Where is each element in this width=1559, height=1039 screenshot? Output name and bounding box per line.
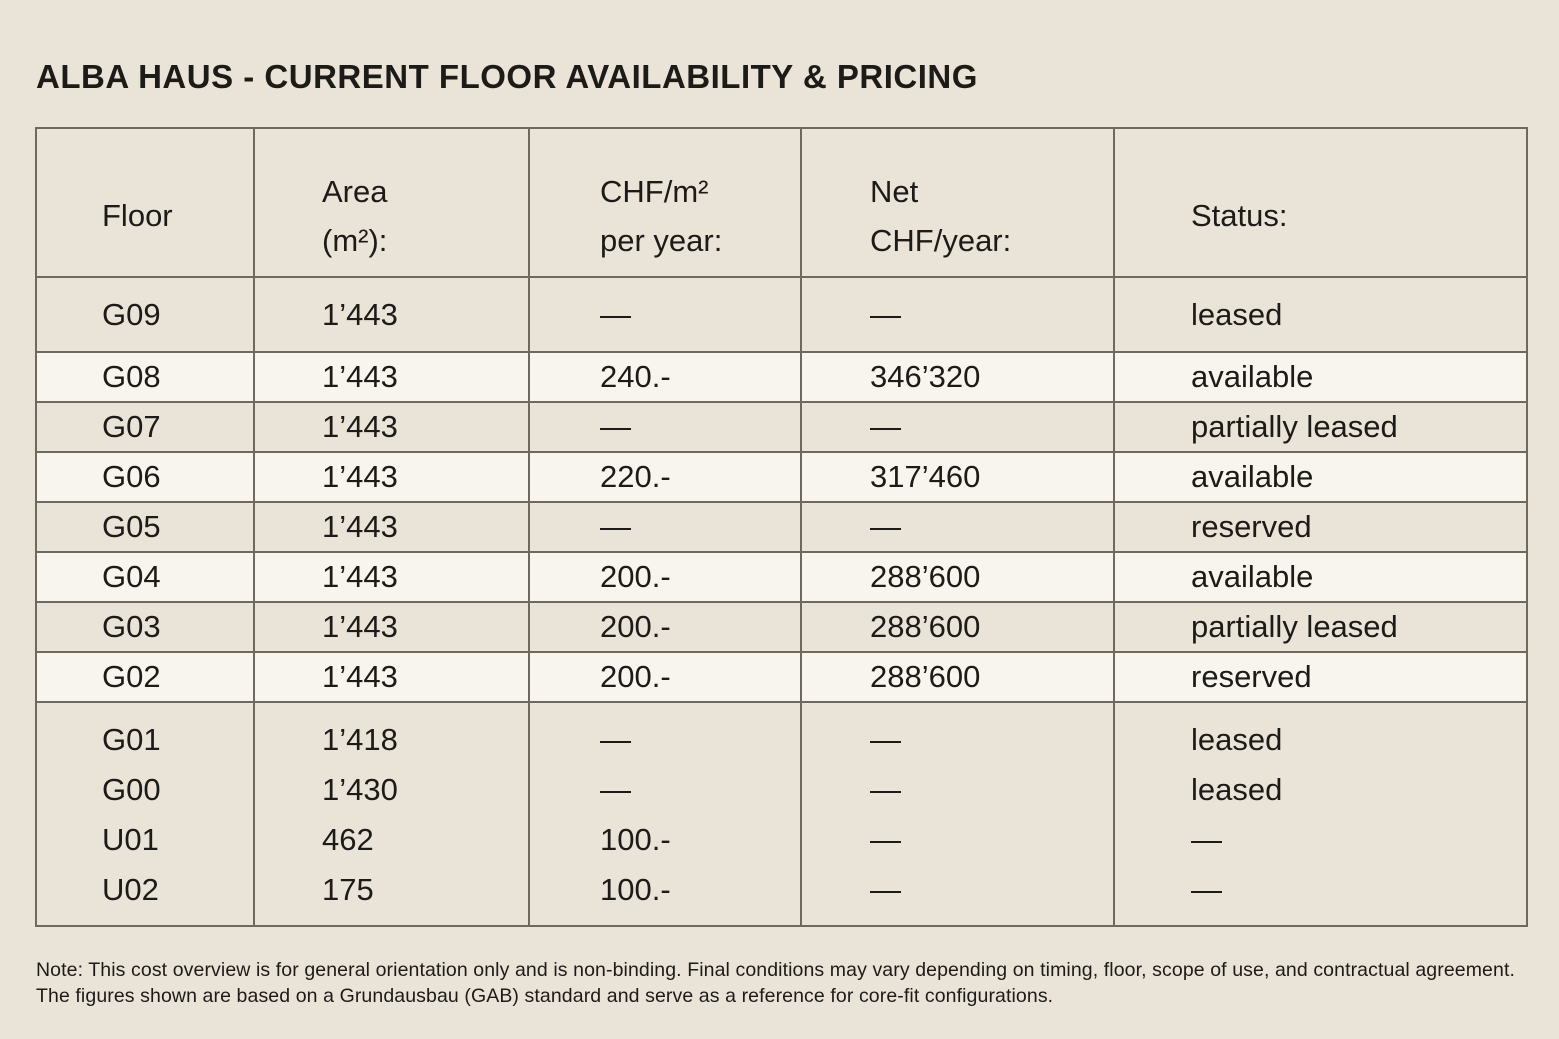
cell-chf: 240.- bbox=[528, 351, 802, 403]
cell-net: — bbox=[870, 722, 901, 757]
cell-area: 1’443 bbox=[253, 276, 530, 353]
cell-area: 175 bbox=[322, 872, 374, 907]
cell-floor: U02 bbox=[102, 872, 159, 907]
cell-chf: 200.- bbox=[528, 601, 802, 653]
cell-net: — bbox=[870, 772, 901, 807]
header-cell-area: Area (m²): bbox=[253, 127, 530, 278]
cell-area: 1’443 bbox=[253, 401, 530, 453]
page-title: ALBA HAUS - CURRENT FLOOR AVAILABILITY &… bbox=[36, 58, 978, 95]
cell-chf: — bbox=[528, 501, 802, 553]
cell-floor: G02 bbox=[35, 651, 255, 703]
table-row: G08 1’443 240.- 346’320 available bbox=[35, 351, 1528, 403]
cell-area: 462 bbox=[322, 822, 374, 857]
cell-floor: U01 bbox=[102, 822, 159, 857]
cell-status: available bbox=[1113, 451, 1528, 503]
cell-net: — bbox=[800, 401, 1115, 453]
cell-chf: — bbox=[528, 401, 802, 453]
cell-area: 1’418 bbox=[322, 722, 398, 757]
table-row: G05 1’443 — — reserved bbox=[35, 501, 1528, 553]
cell-area-group: 1’418 1’430 462 175 bbox=[253, 701, 530, 927]
table-row: G03 1’443 200.- 288’600 partially leased bbox=[35, 601, 1528, 653]
cell-net: — bbox=[800, 501, 1115, 553]
cell-floor: G00 bbox=[102, 772, 161, 807]
cell-chf: 200.- bbox=[528, 651, 802, 703]
cell-chf: — bbox=[600, 772, 631, 807]
cell-chf: — bbox=[528, 276, 802, 353]
cell-status: available bbox=[1113, 351, 1528, 403]
cell-status: leased bbox=[1191, 772, 1283, 807]
cell-chf: 200.- bbox=[528, 551, 802, 603]
cell-area: 1’443 bbox=[253, 501, 530, 553]
table-row: G06 1’443 220.- 317’460 available bbox=[35, 451, 1528, 503]
cell-net: 288’600 bbox=[800, 551, 1115, 603]
cell-chf: 100.- bbox=[600, 822, 671, 857]
cell-status: — bbox=[1191, 822, 1222, 857]
cell-status: — bbox=[1191, 872, 1222, 907]
cell-floor: G08 bbox=[35, 351, 255, 403]
cell-net: — bbox=[800, 276, 1115, 353]
cell-status: leased bbox=[1191, 722, 1283, 757]
cell-floor: G01 bbox=[102, 722, 161, 757]
table-row-group-lower-floors: G01 G00 U01 U02 1’418 1’430 462 175 — — … bbox=[35, 701, 1528, 927]
cell-area: 1’443 bbox=[253, 551, 530, 603]
header-cell-chf-per-m2: CHF/m² per year: bbox=[528, 127, 802, 278]
cell-area: 1’443 bbox=[253, 351, 530, 403]
cell-area: 1’443 bbox=[253, 651, 530, 703]
table-row: G04 1’443 200.- 288’600 available bbox=[35, 551, 1528, 603]
header-cell-floor: Floor bbox=[35, 127, 255, 278]
table-row: G09 1’443 — — leased bbox=[35, 276, 1528, 353]
cell-chf: — bbox=[600, 722, 631, 757]
cell-chf: 100.- bbox=[600, 872, 671, 907]
cell-net: 288’600 bbox=[800, 651, 1115, 703]
cell-floor: G03 bbox=[35, 601, 255, 653]
cell-status: partially leased bbox=[1113, 401, 1528, 453]
cell-status: leased bbox=[1113, 276, 1528, 353]
footnote: Note: This cost overview is for general … bbox=[36, 959, 1515, 1007]
header-cell-status: Status: bbox=[1113, 127, 1528, 278]
cell-net: 288’600 bbox=[800, 601, 1115, 653]
cell-area: 1’443 bbox=[253, 451, 530, 503]
header-cell-net-chf-year: Net CHF/year: bbox=[800, 127, 1115, 278]
header-row: Floor Area (m²): CHF/m² per year: Net CH… bbox=[35, 127, 1528, 278]
cell-net-group: — — — — bbox=[800, 701, 1115, 927]
cell-status-group: leased leased — — bbox=[1113, 701, 1528, 927]
cell-area: 1’443 bbox=[253, 601, 530, 653]
table-row: G02 1’443 200.- 288’600 reserved bbox=[35, 651, 1528, 703]
cell-net: — bbox=[870, 822, 901, 857]
pricing-table: Floor Area (m²): CHF/m² per year: Net CH… bbox=[35, 127, 1528, 927]
cell-floor: G05 bbox=[35, 501, 255, 553]
cell-status: partially leased bbox=[1113, 601, 1528, 653]
cell-net: — bbox=[870, 872, 901, 907]
cell-net: 346’320 bbox=[800, 351, 1115, 403]
cell-floor: G06 bbox=[35, 451, 255, 503]
cell-floor: G07 bbox=[35, 401, 255, 453]
cell-status: available bbox=[1113, 551, 1528, 603]
cell-net: 317’460 bbox=[800, 451, 1115, 503]
cell-chf: 220.- bbox=[528, 451, 802, 503]
cell-area: 1’430 bbox=[322, 772, 398, 807]
cell-status: reserved bbox=[1113, 501, 1528, 553]
cell-floor: G09 bbox=[35, 276, 255, 353]
cell-chf-group: — — 100.- 100.- bbox=[528, 701, 802, 927]
cell-floor: G04 bbox=[35, 551, 255, 603]
cell-floor-group: G01 G00 U01 U02 bbox=[35, 701, 255, 927]
cell-status: reserved bbox=[1113, 651, 1528, 703]
table-row: G07 1’443 — — partially leased bbox=[35, 401, 1528, 453]
